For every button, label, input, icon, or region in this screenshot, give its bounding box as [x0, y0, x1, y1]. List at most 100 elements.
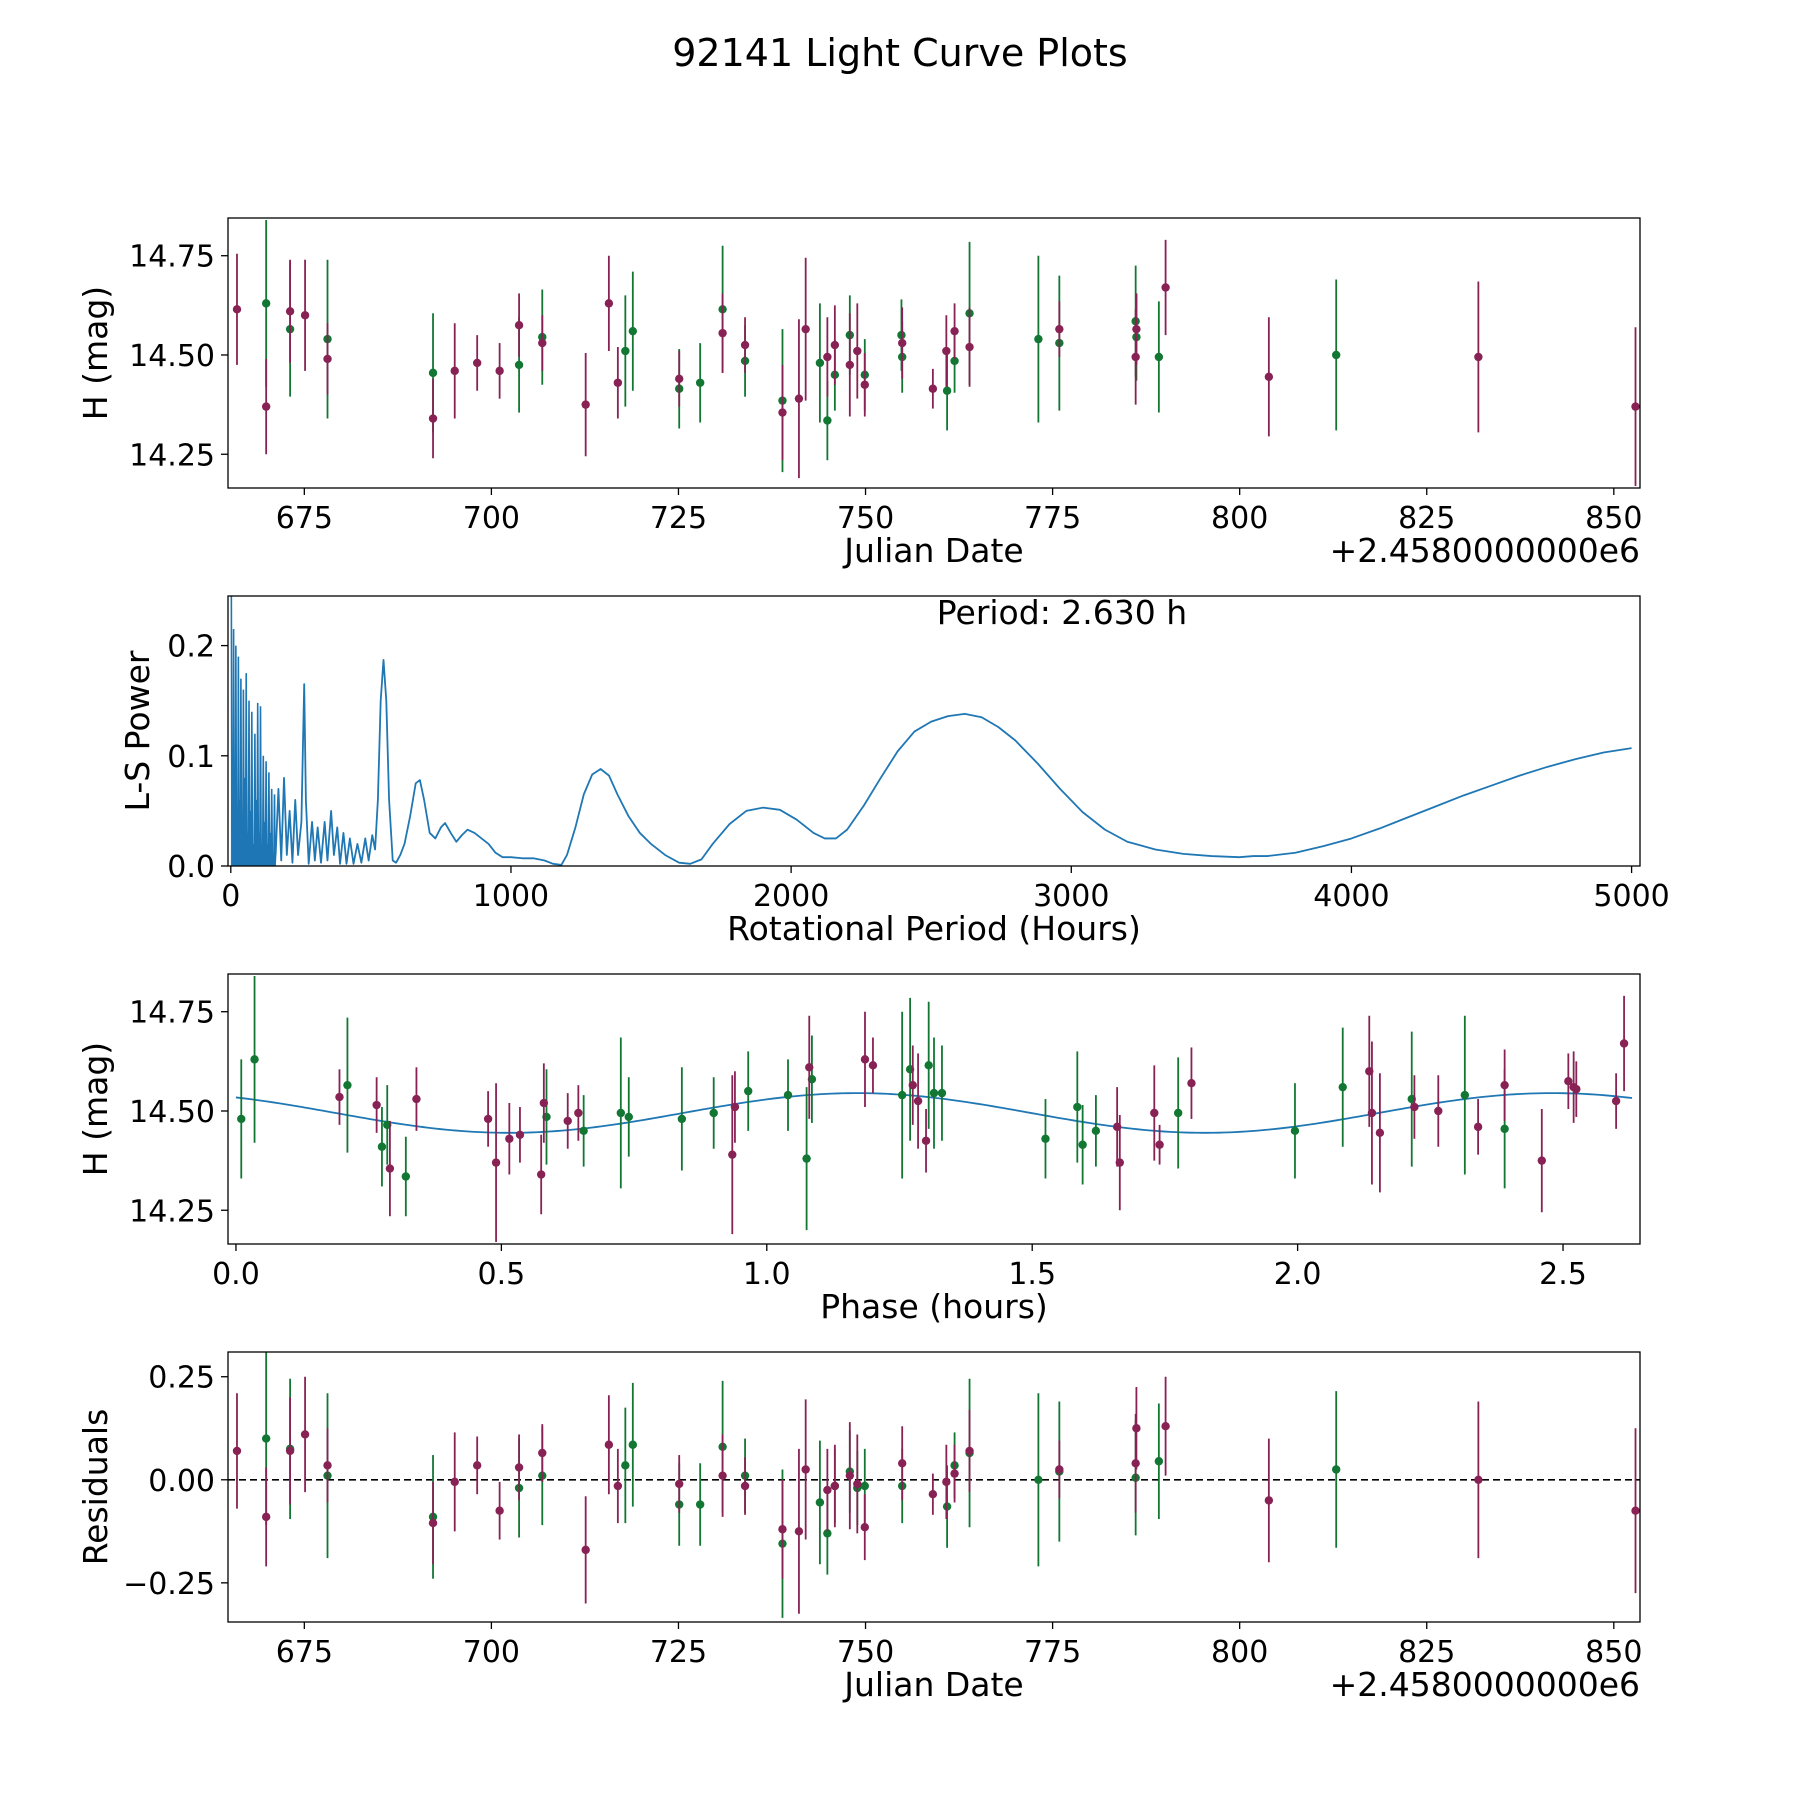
purple-data-point	[1564, 1077, 1573, 1086]
purple-data-point	[830, 340, 840, 350]
phased-y-tick-label: 14.75	[129, 996, 215, 1031]
purple-data-point	[718, 328, 727, 338]
green-data-point	[261, 299, 271, 308]
periodogram-y-label: L-S Power	[118, 650, 157, 811]
purple-data-point	[794, 394, 804, 403]
lightcurve-x-label: Julian Date	[842, 531, 1024, 570]
purple-data-point	[1155, 1140, 1164, 1149]
residuals-data-layer	[228, 1352, 1640, 1618]
purple-data-point	[1115, 1158, 1124, 1167]
periodogram-y-ticks: 0.0 0.1 0.2	[167, 630, 228, 885]
purple-data-point	[1264, 372, 1274, 382]
lightcurve-offset-label: +2.4580000000e6	[1330, 531, 1640, 570]
phased-x-tick-label: 2.5	[1539, 1257, 1587, 1292]
lightcurve-x-tick-label: 750	[837, 501, 894, 536]
phased-x-label: Phase (hours)	[820, 1287, 1048, 1326]
residuals-y-tick-label: −0.25	[123, 1567, 215, 1602]
purple-data-point	[1434, 1106, 1443, 1116]
lightcurve-axes-frame	[227, 217, 1641, 489]
purple-data-point	[412, 1094, 421, 1104]
purple-data-point	[921, 1136, 931, 1145]
purple-data-point	[1410, 1102, 1419, 1112]
green-data-point	[624, 1112, 633, 1122]
green-data-point	[897, 1090, 907, 1100]
purple-data-point	[965, 342, 974, 352]
lightcurve-y-tick-label: 14.75	[129, 240, 215, 275]
purple-data-point	[1150, 1108, 1159, 1118]
purple-data-point	[823, 1485, 832, 1495]
residuals-y-ticks: −0.25 0.00 0.25	[123, 1361, 228, 1602]
purple-data-point	[1631, 402, 1640, 411]
phased-y-tick-label: 14.25	[129, 1194, 215, 1229]
purple-data-point	[942, 346, 951, 356]
green-data-point	[261, 1434, 271, 1443]
purple-data-point	[675, 374, 684, 384]
purple-data-point	[778, 1525, 787, 1534]
lightcurve-x-tick-label: 725	[650, 501, 707, 536]
phased-data-layer	[235, 975, 1633, 1243]
green-data-point	[677, 1114, 687, 1124]
purple-data-point	[740, 1481, 750, 1491]
purple-data-point	[805, 1063, 814, 1072]
purple-data-point	[261, 1512, 271, 1522]
purple-data-point	[740, 340, 750, 350]
purple-data-point	[536, 1170, 546, 1179]
green-data-point	[823, 1529, 832, 1538]
purple-data-point	[450, 1477, 459, 1487]
purple-data-point	[323, 1461, 332, 1470]
purple-data-point	[232, 305, 242, 314]
purple-data-point	[794, 1527, 804, 1536]
purple-data-point	[450, 366, 459, 376]
lightcurve-x-tick-label: 700	[463, 501, 520, 536]
phased-x-tick-label: 0.0	[212, 1257, 260, 1292]
periodogram-data-layer	[230, 596, 1632, 866]
purple-data-point	[853, 1479, 862, 1489]
residuals-axes-frame	[227, 1351, 1641, 1623]
purple-data-point	[1474, 352, 1483, 362]
purple-data-point	[232, 1446, 242, 1456]
residuals-x-tick-label: 775	[1024, 1635, 1081, 1670]
purple-data-point	[428, 414, 438, 423]
purple-data-point	[1055, 1465, 1064, 1474]
purple-data-point	[845, 360, 855, 370]
purple-data-point	[604, 299, 614, 308]
green-data-point	[1500, 1124, 1509, 1134]
purple-data-point	[730, 1102, 740, 1112]
green-data-point	[709, 1108, 718, 1118]
purple-data-point	[1572, 1084, 1581, 1094]
residuals-x-ticks: 675 700 725 750 775 800 825 850	[276, 1622, 1642, 1670]
purple-data-point	[472, 1461, 482, 1470]
purple-data-point	[1132, 324, 1141, 334]
purple-data-point	[604, 1440, 614, 1449]
green-data-point	[628, 326, 638, 336]
residuals-y-tick-label: 0.00	[148, 1464, 215, 1499]
green-data-point	[924, 1061, 933, 1070]
periodogram-x-ticks: 0 1000 2000 3000 4000 5000	[221, 866, 1670, 914]
residuals-x-tick-label: 675	[276, 1635, 333, 1670]
purple-data-point	[860, 1522, 869, 1532]
green-data-point	[1078, 1140, 1087, 1149]
residuals-x-tick-label: 700	[463, 1635, 520, 1670]
purple-data-point	[514, 321, 524, 330]
purple-data-point	[830, 1481, 840, 1491]
purple-data-point	[1161, 1421, 1170, 1431]
green-data-point	[802, 1154, 811, 1163]
purple-data-point	[385, 1164, 395, 1173]
purple-data-point	[1367, 1108, 1377, 1118]
residuals-offset-label: +2.4580000000e6	[1330, 1665, 1640, 1704]
green-data-point	[1173, 1108, 1183, 1118]
purple-data-point	[942, 1477, 951, 1487]
green-data-point	[1290, 1126, 1300, 1136]
purple-data-point	[718, 1471, 727, 1480]
green-data-point	[343, 1080, 352, 1090]
green-data-point	[783, 1090, 793, 1100]
purple-data-point	[505, 1134, 514, 1143]
period-annotation: Period: 2.630 h	[937, 593, 1187, 632]
lightcurve-y-ticks: 14.25 14.50 14.75	[129, 240, 228, 473]
purple-data-point	[428, 1518, 438, 1528]
green-data-point	[695, 378, 705, 387]
purple-data-point	[1161, 283, 1170, 292]
purple-data-point	[335, 1092, 344, 1102]
phased-y-tick-label: 14.50	[129, 1095, 215, 1130]
